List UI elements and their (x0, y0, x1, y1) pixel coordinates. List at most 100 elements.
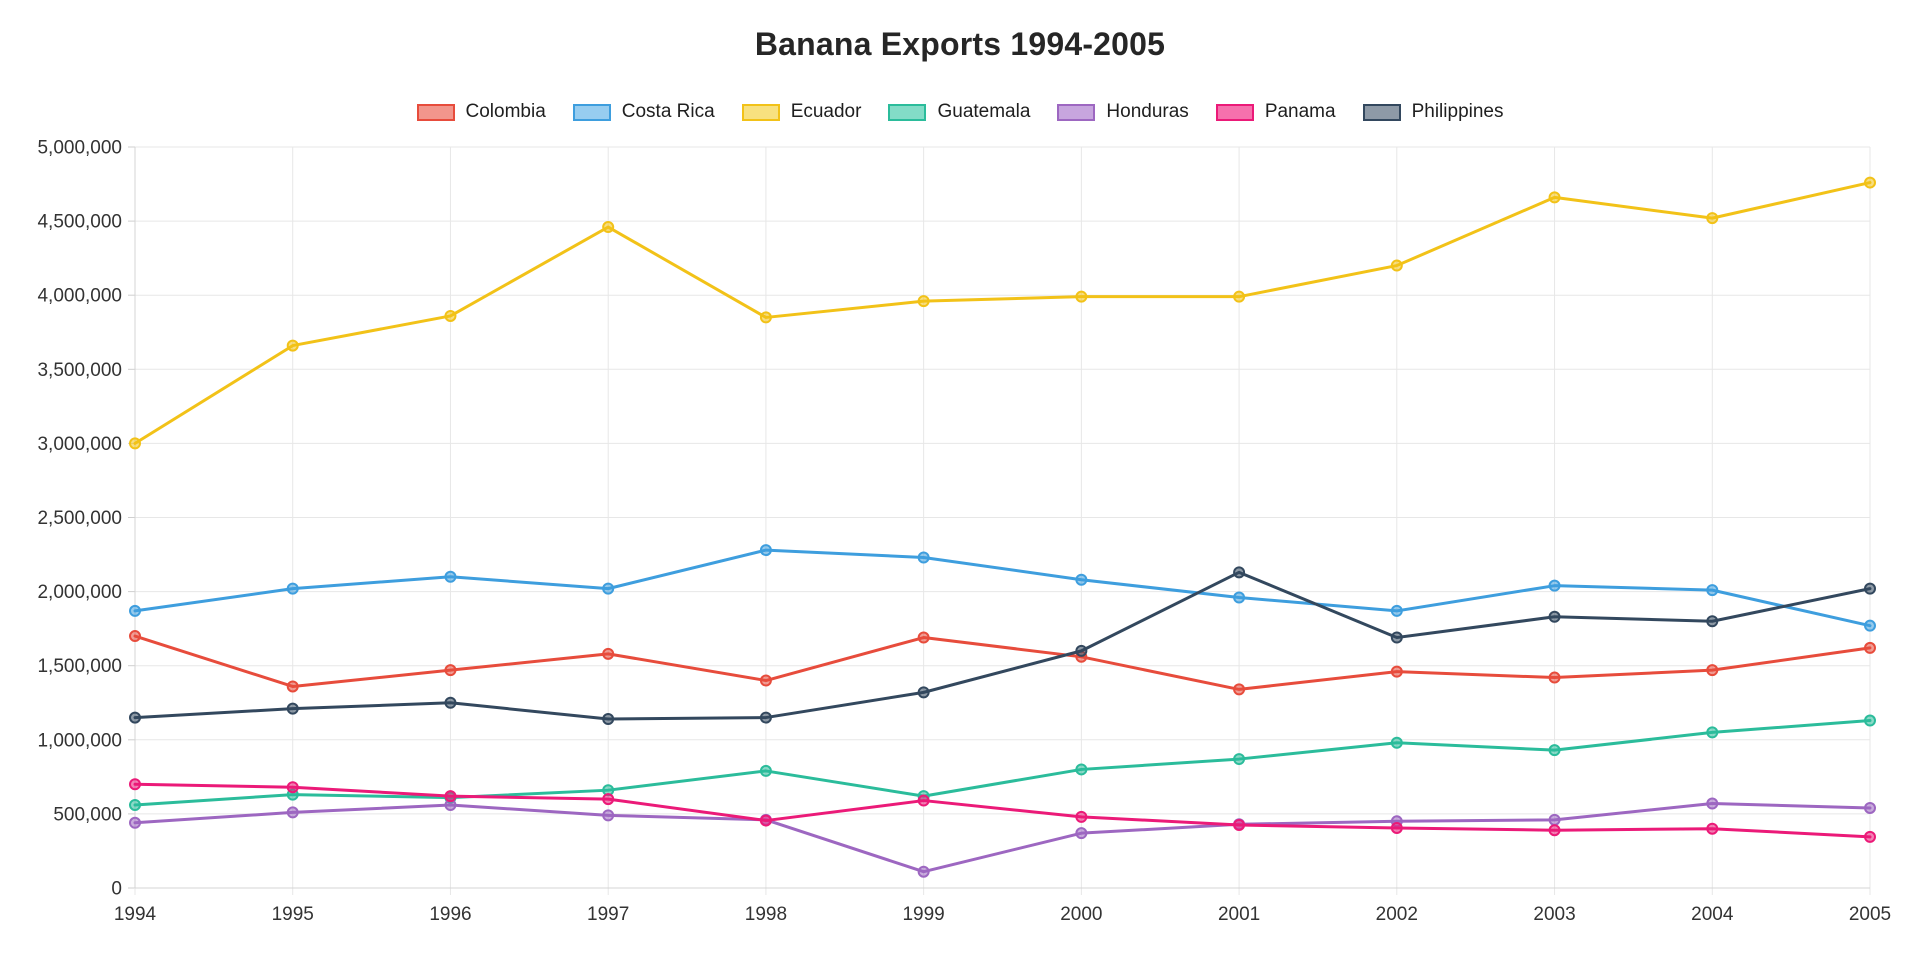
legend-item-colombia[interactable]: Colombia (416, 101, 546, 123)
data-point-colombia (1706, 664, 1719, 677)
series-line-ecuador (133, 181, 1872, 445)
data-point-guatemala (759, 764, 772, 777)
x-tick-label: 2002 (1376, 904, 1418, 925)
data-point-colombia (917, 631, 930, 644)
data-point-costa-rica (444, 570, 457, 583)
series-line-philippines (133, 570, 1872, 721)
data-point-philippines (129, 711, 141, 724)
legend-swatch-icon (1362, 103, 1401, 121)
legend-swatch-icon (416, 103, 455, 121)
data-point-costa-rica (917, 551, 930, 564)
y-tick-label: 3,500,000 (37, 360, 122, 381)
y-tick-label: 1,000,000 (37, 730, 122, 751)
data-point-costa-rica (1864, 619, 1876, 632)
x-tick-label: 1995 (272, 904, 314, 925)
x-tick-label: 1999 (902, 904, 944, 925)
legend-swatch-icon (1057, 103, 1096, 121)
data-point-philippines (1390, 631, 1403, 644)
legend-item-panama[interactable]: Panama (1215, 101, 1336, 123)
data-point-guatemala (1706, 726, 1719, 739)
legend-item-philippines[interactable]: Philippines (1362, 101, 1504, 123)
data-point-costa-rica (1548, 579, 1561, 592)
data-point-philippines (602, 713, 615, 726)
data-point-ecuador (1706, 212, 1719, 225)
data-point-panama (1548, 824, 1561, 837)
legend-label: Panama (1264, 101, 1336, 122)
data-point-ecuador (1548, 191, 1561, 204)
data-point-colombia (286, 680, 299, 693)
data-point-colombia (1864, 641, 1876, 654)
legend-swatch-icon (1215, 103, 1254, 121)
data-point-philippines (1706, 615, 1719, 628)
data-point-philippines (286, 702, 299, 715)
data-point-panama (1864, 830, 1876, 843)
x-tick-label: 2003 (1533, 904, 1575, 925)
data-point-philippines (1233, 566, 1246, 579)
x-tick-label: 2004 (1691, 904, 1734, 925)
data-point-philippines (1864, 582, 1876, 595)
data-point-ecuador (286, 339, 299, 352)
legend-label: Costa Rica (621, 101, 715, 122)
y-tick-label: 500,000 (53, 804, 122, 825)
legend: Colombia Costa Rica Ecuador Guatemala Hondur… (0, 101, 1920, 123)
data-point-philippines (1075, 644, 1088, 657)
legend-item-guatemala[interactable]: Guatemala (888, 101, 1030, 123)
data-point-ecuador (444, 309, 457, 322)
data-point-colombia (602, 647, 615, 660)
data-point-ecuador (1233, 290, 1246, 303)
x-tick-label: 2000 (1060, 904, 1102, 925)
series-line-honduras (133, 802, 1872, 874)
data-point-guatemala (1075, 763, 1088, 776)
x-tick-label: 1996 (429, 904, 471, 925)
data-point-ecuador (602, 221, 615, 234)
data-point-costa-rica (1075, 573, 1088, 586)
data-point-honduras (1548, 813, 1561, 826)
data-point-honduras (917, 865, 930, 878)
legend-item-costa-rica[interactable]: Costa Rica (572, 101, 715, 123)
data-point-panama (286, 781, 299, 794)
x-tick-label: 1997 (587, 904, 629, 925)
data-point-colombia (1548, 671, 1561, 684)
x-tick-label: 1998 (745, 904, 787, 925)
data-point-panama (759, 814, 772, 827)
data-point-colombia (1390, 665, 1403, 678)
data-point-colombia (444, 664, 457, 677)
data-point-ecuador (1390, 259, 1403, 272)
legend-swatch-icon (741, 103, 780, 121)
data-point-panama (444, 790, 457, 803)
data-point-colombia (129, 630, 141, 643)
data-point-honduras (1706, 797, 1719, 810)
chart-title: Banana Exports 1994-2005 (754, 26, 1166, 62)
legend-label: Honduras (1106, 101, 1189, 122)
legend-item-honduras[interactable]: Honduras (1057, 101, 1189, 123)
y-tick-label: 3,000,000 (37, 434, 122, 455)
data-point-costa-rica (1390, 604, 1403, 617)
data-point-panama (1075, 810, 1088, 823)
data-point-colombia (1233, 683, 1246, 696)
data-point-colombia (759, 674, 772, 687)
data-point-guatemala (1548, 744, 1561, 757)
data-point-panama (129, 778, 141, 791)
data-point-costa-rica (759, 544, 772, 557)
x-tick-label: 2005 (1849, 904, 1891, 925)
data-point-guatemala (129, 799, 141, 812)
legend-swatch-icon (572, 103, 611, 121)
data-point-panama (602, 793, 615, 806)
legend-item-ecuador[interactable]: Ecuador (741, 101, 861, 123)
data-point-panama (1233, 819, 1246, 832)
data-point-costa-rica (1233, 591, 1246, 604)
series-line-guatemala (133, 719, 1872, 807)
data-point-guatemala (1233, 753, 1246, 766)
data-point-ecuador (1864, 176, 1876, 189)
x-tick-label: 2001 (1218, 904, 1260, 925)
data-point-panama (1390, 821, 1403, 834)
data-point-honduras (129, 816, 141, 829)
data-point-guatemala (1864, 714, 1876, 727)
data-point-panama (917, 794, 930, 807)
data-point-costa-rica (602, 582, 615, 595)
series-line-costa-rica (133, 548, 1872, 628)
data-point-ecuador (917, 295, 930, 308)
data-point-ecuador (1075, 290, 1088, 303)
data-point-costa-rica (286, 582, 299, 595)
